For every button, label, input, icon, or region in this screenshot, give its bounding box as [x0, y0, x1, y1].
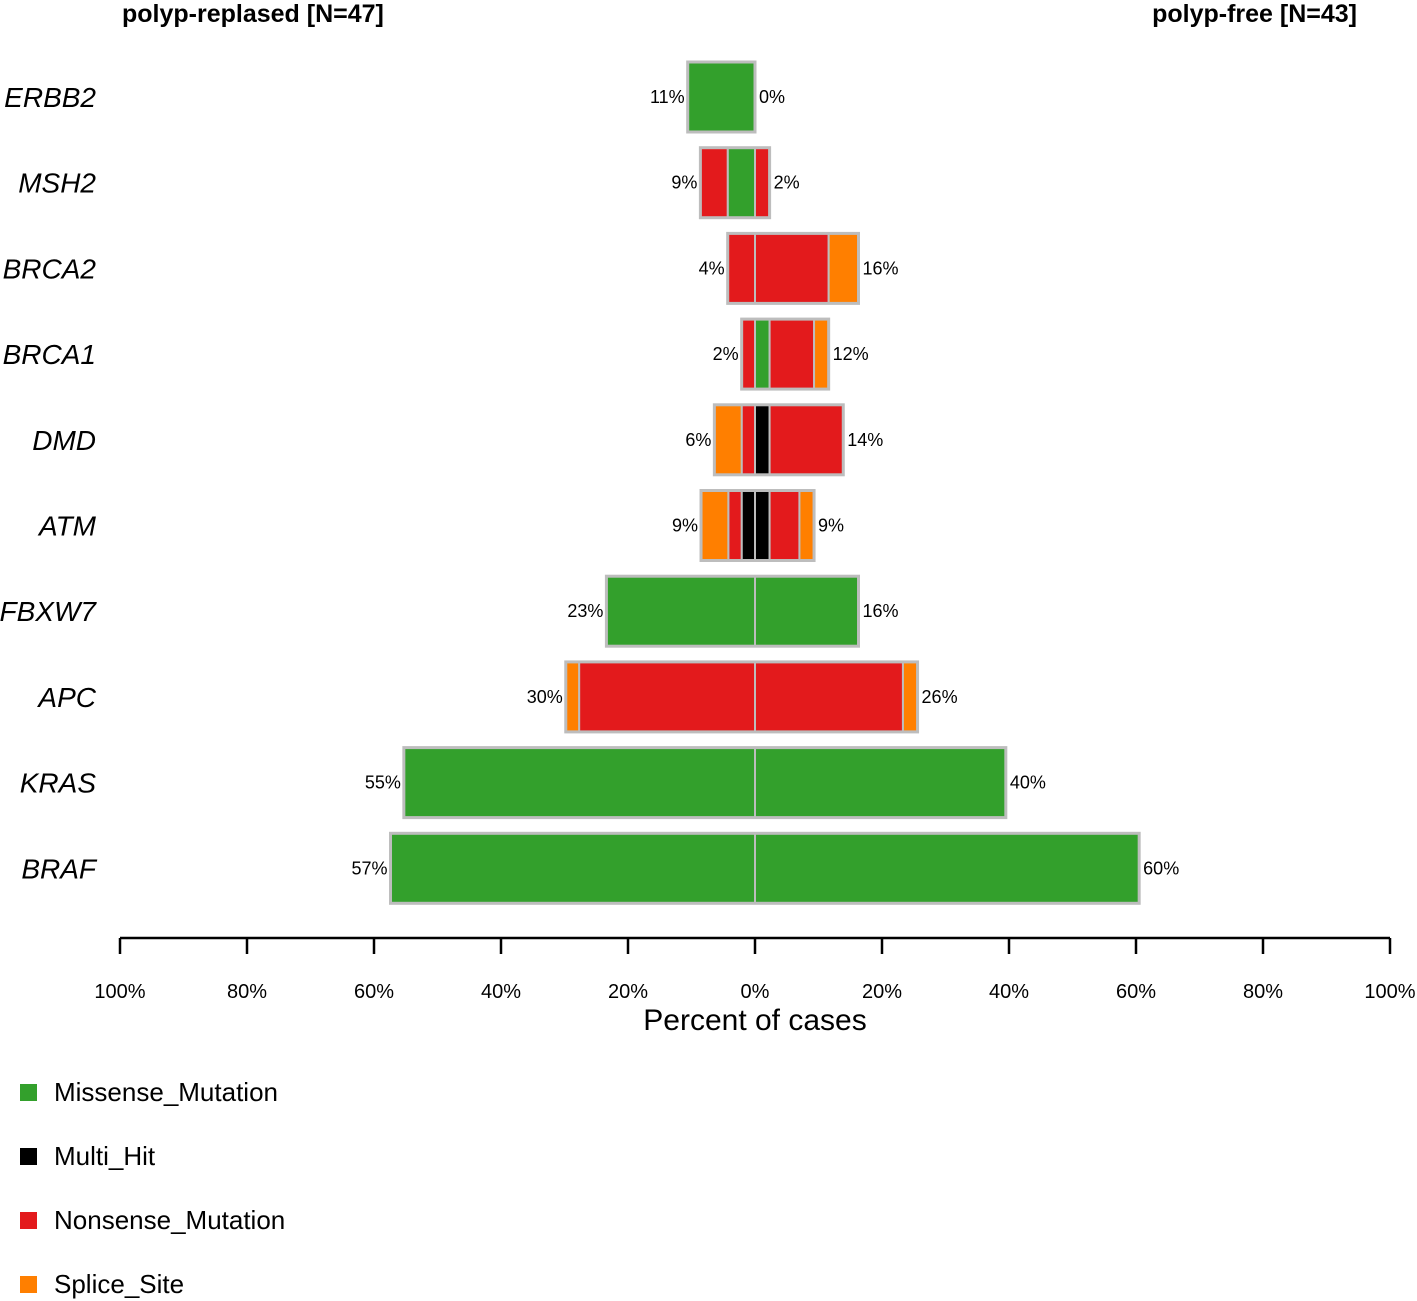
legend-label-missense-mutation: Missense_Mutation	[54, 1077, 278, 1107]
gene-label-msh2: MSH2	[18, 168, 96, 199]
gene-label-kras: KRAS	[20, 768, 97, 799]
bar-erbb2-left-missense-mutation	[686, 61, 756, 133]
pct-label-atm-left: 9%	[672, 516, 698, 536]
pct-label-brca1-right: 12%	[833, 344, 869, 364]
bar-brca2-left-nonsense-mutation	[726, 232, 757, 305]
pct-label-msh2-right: 2%	[774, 173, 800, 193]
pct-label-dmd-left: 6%	[685, 430, 711, 450]
gene-label-brca1: BRCA1	[3, 339, 96, 370]
bar-msh2-left-missense-mutation	[726, 146, 757, 219]
bar-atm-left-nonsense-mutation	[727, 489, 743, 562]
right-group-title: polyp-free [N=43]	[1152, 0, 1357, 28]
bar-outline-kras	[402, 746, 1008, 820]
bar-braf-right-missense-mutation	[754, 832, 1141, 905]
gene-label-erbb2: ERBB2	[4, 82, 96, 113]
gene-label-braf: BRAF	[21, 853, 98, 884]
gene-label-brca2: BRCA2	[3, 253, 97, 284]
bar-fbxw7-right-missense-mutation	[754, 575, 860, 648]
bar-kras-right-missense-mutation	[754, 746, 1007, 819]
bar-outline-msh2	[698, 146, 772, 220]
bar-atm-left-multi-hit	[740, 489, 756, 562]
gene-label-dmd: DMD	[32, 425, 96, 456]
legend-swatch-splice-site	[20, 1276, 37, 1293]
x-axis: 100% 80% 60% 40% 20% 0% 20% 40% 60% 80% 100%	[94, 936, 1416, 1003]
x-tick-label-right-100: 100%	[1364, 981, 1415, 1003]
pct-label-atm-right: 9%	[818, 516, 844, 536]
x-tick-label-right-0: 0%	[741, 981, 770, 1003]
bar-dmd-right-multi-hit	[754, 403, 771, 476]
gene-label-apc: APC	[36, 682, 96, 713]
bar-brca2-right-splice-site	[827, 232, 860, 305]
bar-outline-brca1	[740, 317, 831, 391]
bar-msh2-right-nonsense-mutation	[754, 146, 771, 219]
legend-label-splice-site: Splice_Site	[54, 1269, 184, 1299]
legend: Missense_Mutation Multi_Hit Nonsense_Mutat…	[20, 1077, 285, 1299]
x-tick-label-left-100: 100%	[94, 981, 145, 1003]
pct-label-brca2-left: 4%	[699, 258, 725, 278]
bar-outline-dmd	[712, 403, 845, 477]
bar-brca1-right-nonsense-mutation	[768, 318, 816, 391]
bars-layer: ERBB2 11% 0% MSH2 9% 2% BRCA2 4% 16% BRCA1 2% 12% DM…	[0, 60, 1179, 905]
bar-brca1-right-missense-mutation	[754, 318, 771, 391]
pct-label-erbb2-left: 11%	[650, 87, 685, 107]
bar-outline-erbb2	[686, 60, 757, 134]
pct-label-apc-left: 30%	[527, 687, 563, 707]
bar-outline-atm	[699, 489, 816, 562]
bar-brca1-left-nonsense-mutation	[740, 318, 756, 391]
pct-label-fbxw7-right: 16%	[863, 601, 899, 621]
bar-kras-left-missense-mutation	[402, 746, 756, 819]
bar-dmd-left-splice-site	[713, 403, 743, 476]
legend-swatch-missense-mutation	[20, 1084, 37, 1101]
legend-swatch-nonsense-mutation	[20, 1212, 37, 1229]
pct-label-apc-right: 26%	[922, 687, 958, 707]
bar-atm-right-nonsense-mutation	[768, 489, 801, 562]
bar-braf-left-missense-mutation	[389, 832, 756, 905]
bar-outline-apc	[564, 660, 920, 734]
x-tick-label-right-20: 20%	[862, 981, 902, 1003]
x-axis-title: Percent of cases	[643, 1004, 866, 1037]
x-tick-label-right-60: 60%	[1116, 981, 1156, 1003]
pct-label-fbxw7-left: 23%	[567, 601, 603, 621]
bar-dmd-right-nonsense-mutation	[768, 403, 845, 476]
left-group-title: polyp-replased [N=47]	[122, 0, 384, 28]
bar-brca2-right-nonsense-mutation	[754, 232, 830, 305]
pct-label-kras-right: 40%	[1010, 773, 1046, 793]
gene-label-atm: ATM	[37, 511, 97, 542]
x-tick-label-left-60: 60%	[354, 981, 394, 1003]
pct-label-braf-right: 60%	[1143, 858, 1179, 878]
pct-label-dmd-right: 14%	[847, 430, 883, 450]
legend-label-multi-hit: Multi_Hit	[54, 1141, 156, 1171]
x-tick-label-left-20: 20%	[608, 981, 648, 1003]
pct-label-brca2-right: 16%	[863, 258, 899, 278]
pct-label-erbb2-right: 0%	[759, 87, 785, 107]
gene-label-fbxw7: FBXW7	[0, 596, 97, 627]
bar-outline-brca2	[726, 231, 861, 305]
bar-apc-right-nonsense-mutation	[754, 660, 904, 733]
x-tick-label-right-80: 80%	[1243, 981, 1283, 1003]
bar-atm-right-splice-site	[798, 489, 816, 562]
bar-atm-left-splice-site	[700, 489, 730, 562]
bar-fbxw7-left-missense-mutation	[605, 575, 756, 648]
bar-apc-right-splice-site	[901, 660, 919, 733]
bar-apc-left-nonsense-mutation	[578, 660, 756, 733]
bar-dmd-left-nonsense-mutation	[740, 403, 756, 476]
bar-brca1-right-splice-site	[813, 318, 830, 391]
x-tick-label-right-40: 40%	[989, 981, 1029, 1003]
bar-atm-right-multi-hit	[754, 489, 771, 562]
x-tick-label-left-40: 40%	[481, 981, 521, 1003]
bar-apc-left-splice-site	[564, 660, 581, 733]
legend-swatch-multi-hit	[20, 1148, 37, 1165]
legend-label-nonsense-mutation: Nonsense_Mutation	[54, 1205, 285, 1235]
x-tick-label-left-80: 80%	[227, 981, 267, 1003]
pct-label-kras-left: 55%	[365, 773, 401, 793]
pct-label-msh2-left: 9%	[671, 173, 697, 193]
bar-msh2-left-nonsense-mutation	[699, 146, 729, 219]
pct-label-braf-left: 57%	[351, 858, 387, 878]
bar-outline-braf	[389, 831, 1141, 905]
bar-outline-fbxw7	[604, 574, 861, 648]
pct-label-brca1-left: 2%	[713, 344, 739, 364]
